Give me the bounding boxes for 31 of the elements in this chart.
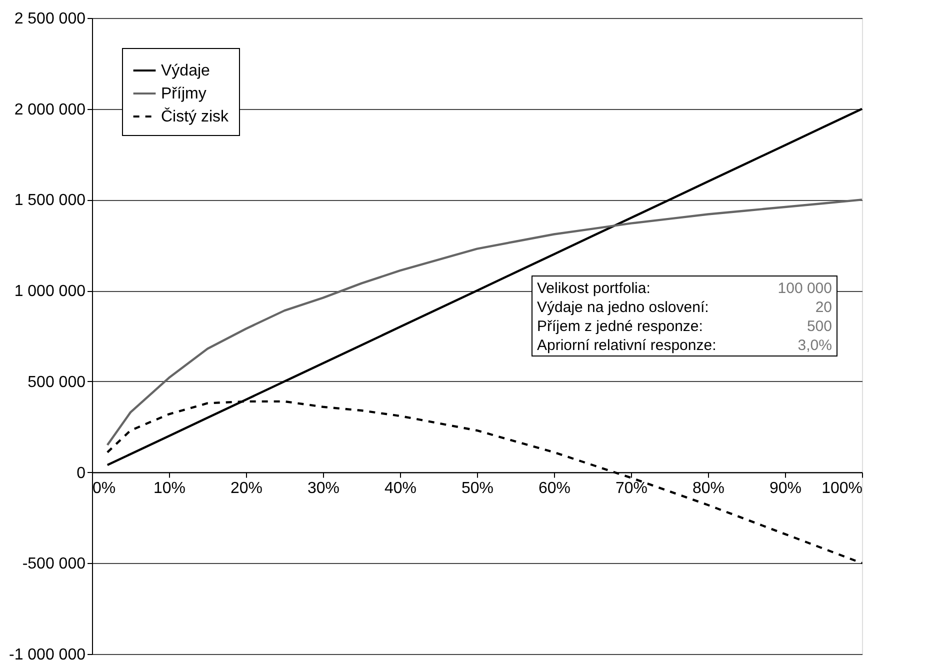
x-tick-label: 40% <box>384 480 417 497</box>
y-tick-label: -500 000 <box>22 556 86 573</box>
x-tick-label: 100% <box>822 480 862 497</box>
y-tick-label: 500 000 <box>28 374 86 391</box>
y-tick-label: 2 500 000 <box>14 10 86 28</box>
annotation: Příjem z jedné responze: <box>537 318 703 335</box>
annotation: Apriorní relativní responze: <box>537 337 716 354</box>
annotation: Velikost portfolia: <box>537 280 650 297</box>
x-tick-label: 60% <box>538 480 571 497</box>
y-tick-label: 1 000 000 <box>14 283 86 300</box>
annotation: Výdaje na jedno oslovení: <box>537 299 709 316</box>
x-tick-label: 50% <box>461 480 494 497</box>
y-tick-label: 2 000 000 <box>14 101 86 118</box>
legend-label: Čistý zisk <box>161 108 230 126</box>
x-tick-label: 70% <box>615 480 648 497</box>
legend-label: Výdaje <box>161 62 210 80</box>
annotation: 3,0% <box>798 337 832 354</box>
line-series <box>106 198 864 446</box>
x-tick-label: 10% <box>153 480 186 497</box>
legend-label: Příjmy <box>161 86 206 102</box>
annotation: 20 <box>815 299 832 316</box>
y-tick-label: 1 500 000 <box>14 192 86 210</box>
y-tick-label: 0 <box>76 464 86 482</box>
x-tick-label: 80% <box>692 480 725 497</box>
y-tick-label: -1 000 000 <box>8 646 86 664</box>
x-tick-label: 90% <box>769 480 802 497</box>
annotation: 100 000 <box>778 280 832 297</box>
annotation: 500 <box>806 318 832 335</box>
x-tick-label: 20% <box>230 480 263 497</box>
x-tick-label: 0% <box>92 480 116 497</box>
x-tick-label: 30% <box>307 480 340 497</box>
